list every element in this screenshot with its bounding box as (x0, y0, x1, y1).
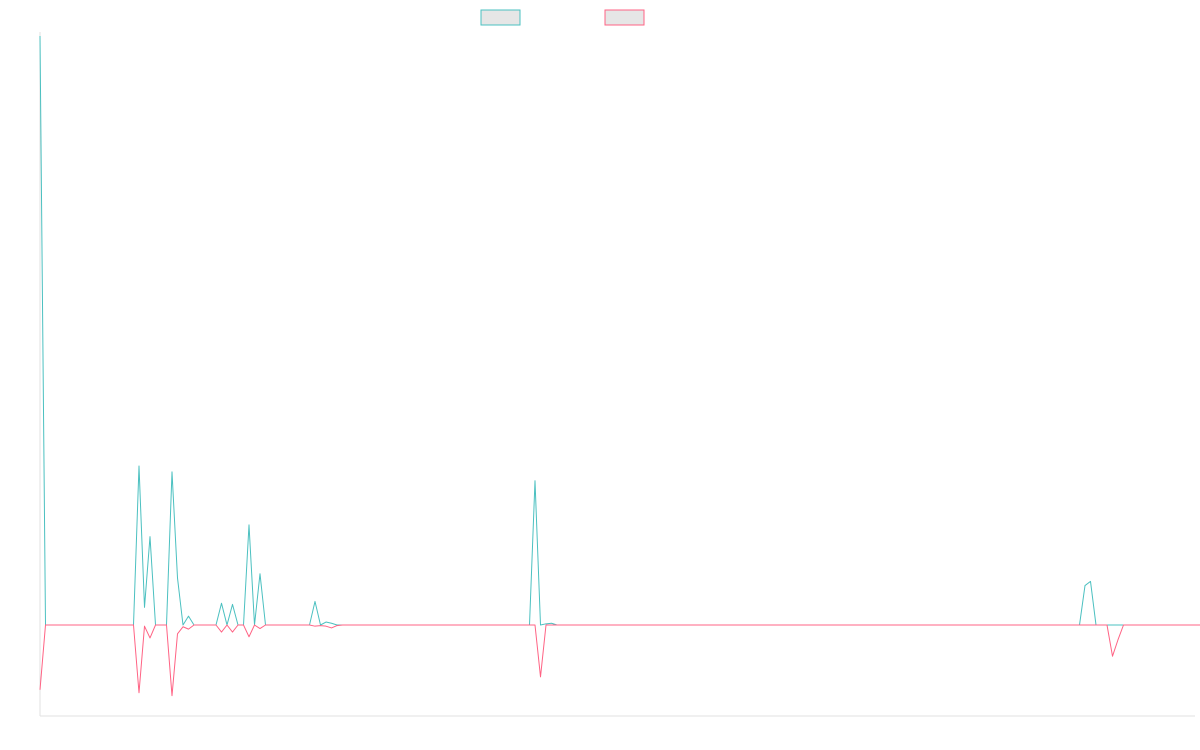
legend (480, 9, 645, 26)
series-2-line (39, 624, 1200, 697)
legend-swatch-2 (604, 9, 645, 26)
series-1 (39, 35, 1195, 626)
axes (39, 32, 1195, 717)
series-2 (39, 624, 1200, 697)
legend-swatch-1 (480, 9, 521, 26)
series-layer (39, 35, 1200, 697)
series-1-line (39, 35, 1195, 626)
